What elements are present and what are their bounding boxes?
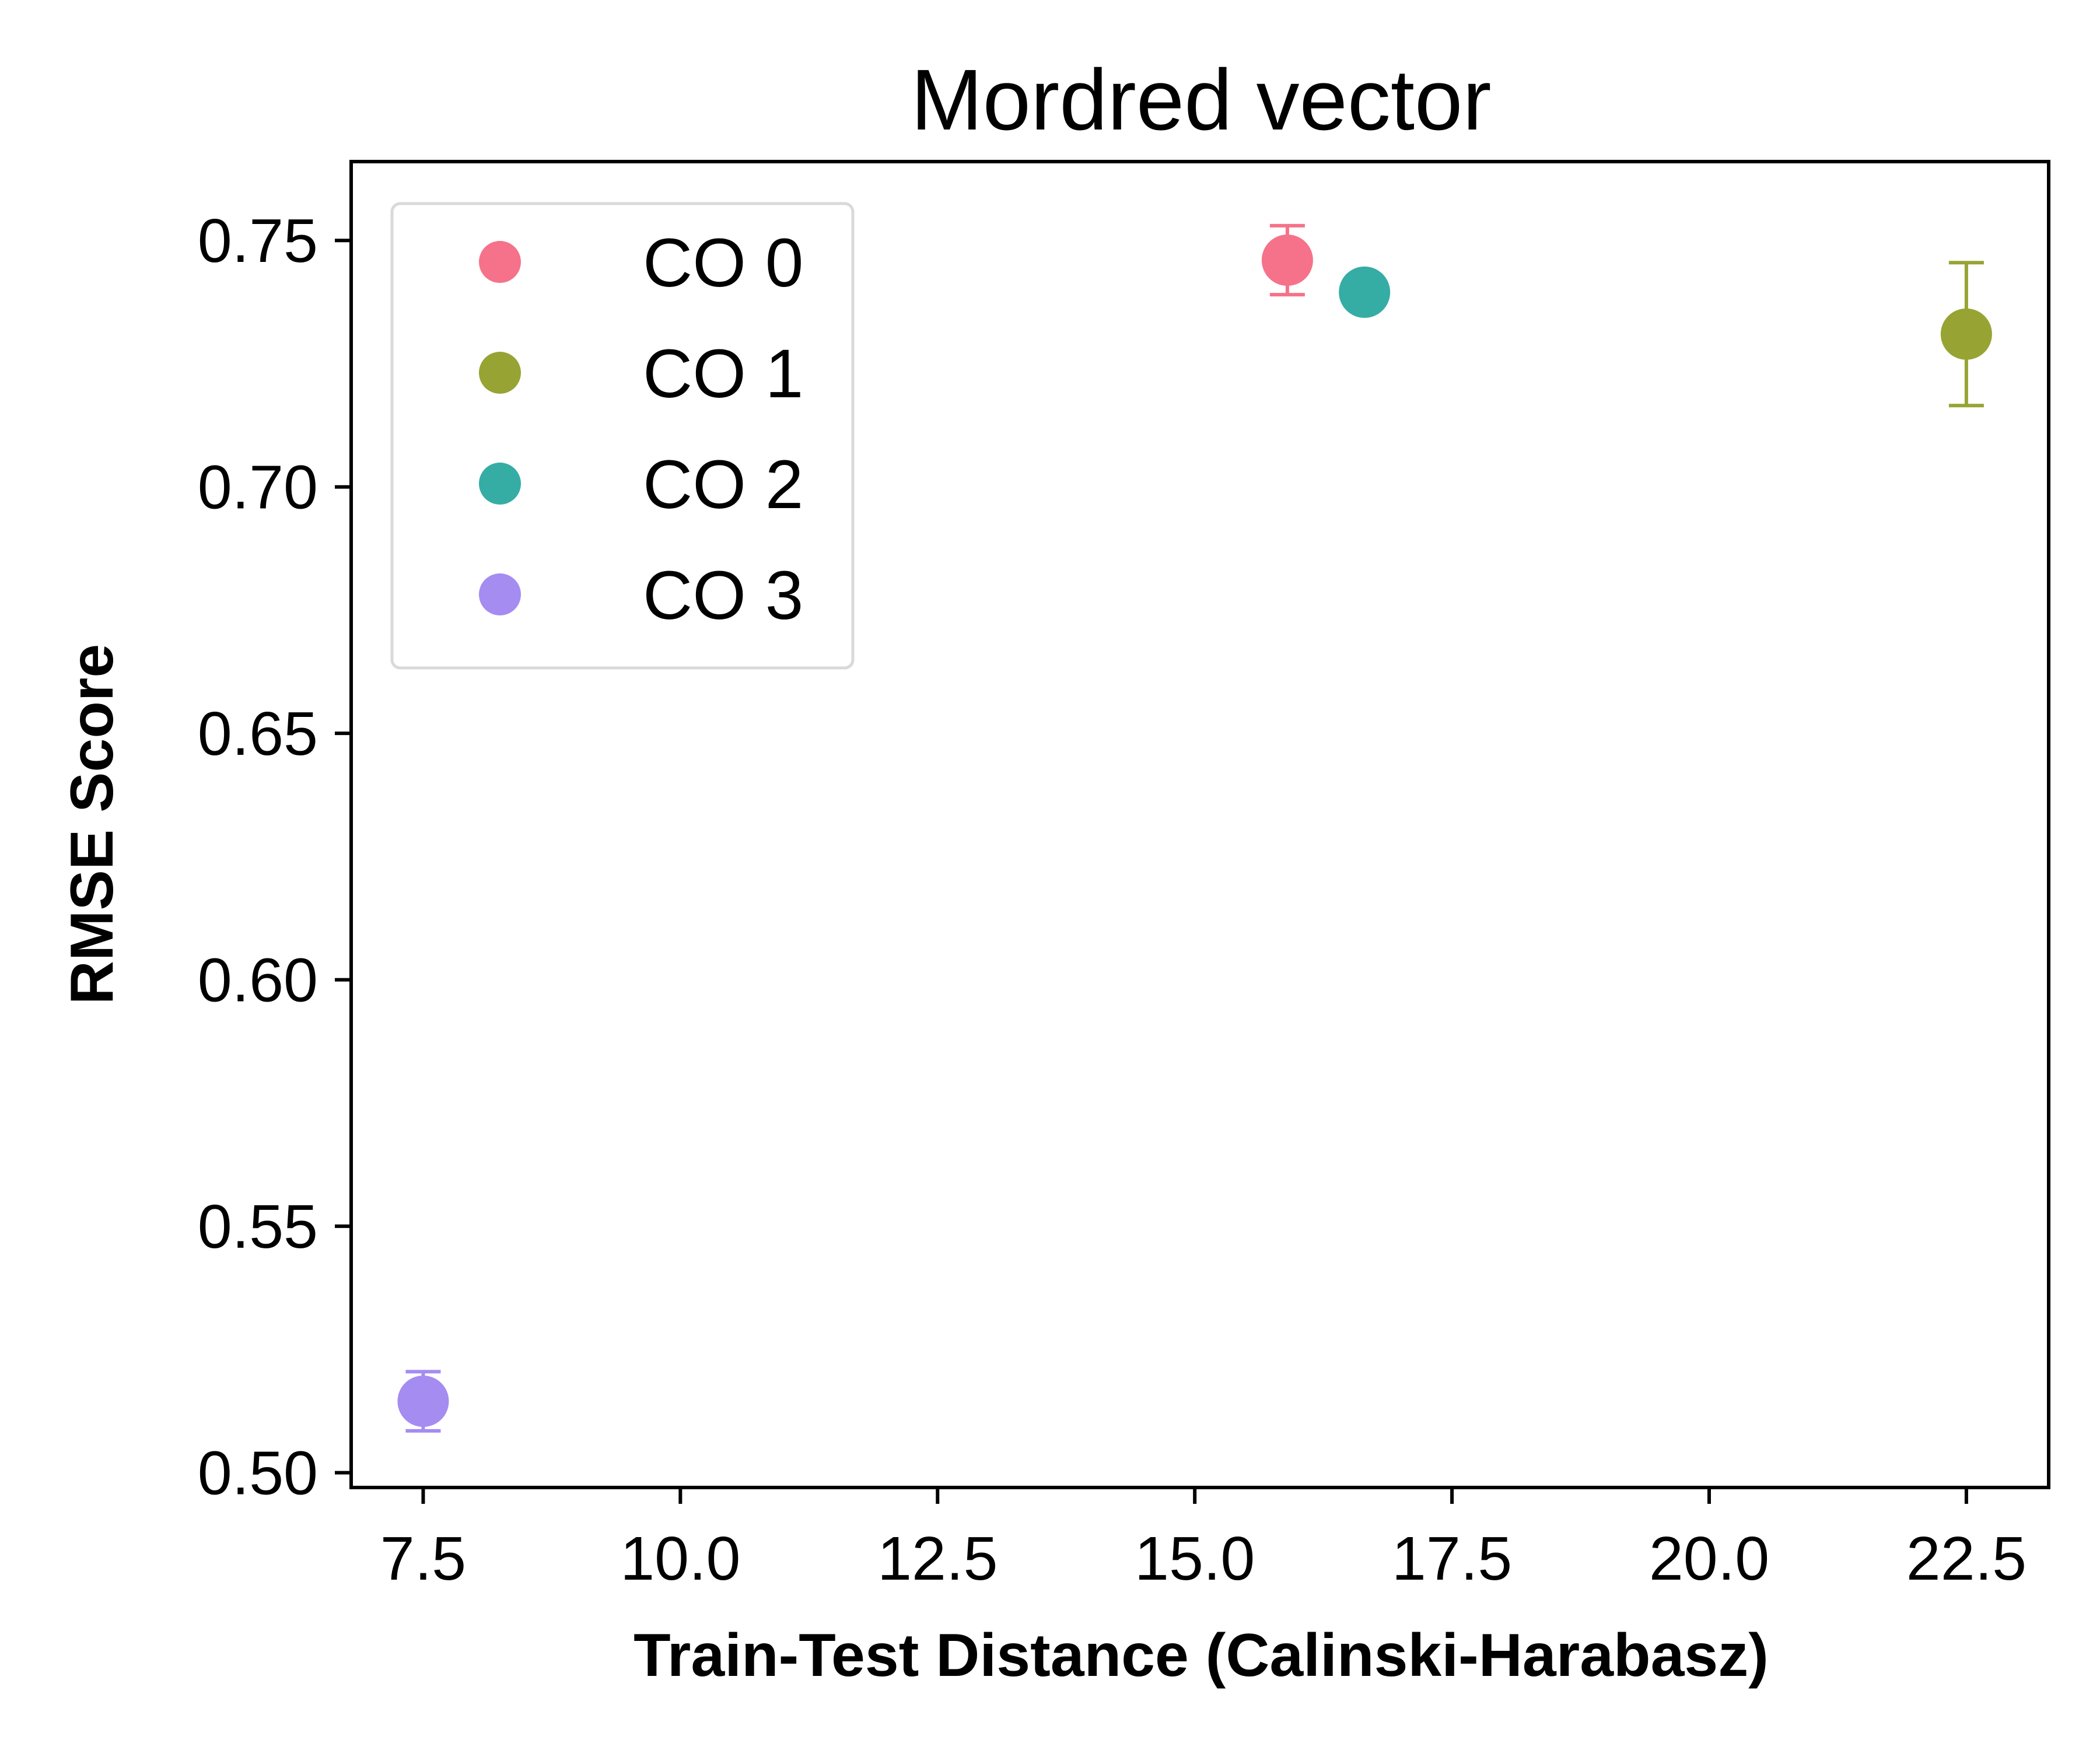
legend-label: CO 2 bbox=[643, 446, 803, 523]
legend-frame bbox=[390, 202, 855, 670]
legend-marker bbox=[479, 573, 521, 615]
data-point bbox=[1940, 261, 1992, 408]
marker bbox=[1261, 234, 1313, 286]
y-tick-label: 0.75 bbox=[198, 206, 318, 275]
legend-item: CO 2 bbox=[479, 446, 803, 523]
data-point bbox=[1261, 223, 1313, 297]
y-tick-label: 0.50 bbox=[198, 1439, 318, 1508]
legend-marker bbox=[479, 352, 521, 394]
y-tick-label: 0.60 bbox=[198, 946, 318, 1015]
x-tick-label: 10.0 bbox=[620, 1524, 740, 1593]
y-axis-ticks: 0.50 0.55 0.60 0.65 0.70 0.75 bbox=[198, 206, 351, 1508]
marker bbox=[1339, 266, 1391, 318]
x-axis-ticks: 7.5 10.0 12.5 15.0 17.5 20.0 22.5 bbox=[380, 1488, 2027, 1593]
chart-title: Mordred vector bbox=[911, 52, 1491, 148]
legend-marker bbox=[479, 241, 521, 283]
x-axis-label: Train-Test Distance (Calinski-Harabasz) bbox=[634, 1622, 1769, 1689]
x-tick-label: 15.0 bbox=[1135, 1524, 1255, 1593]
marker bbox=[397, 1376, 449, 1427]
y-tick-label: 0.65 bbox=[198, 699, 318, 768]
x-tick-label: 17.5 bbox=[1392, 1524, 1512, 1593]
y-tick-label: 0.70 bbox=[198, 453, 318, 522]
x-tick-label: 22.5 bbox=[1906, 1524, 2027, 1593]
legend-item: CO 3 bbox=[479, 557, 803, 634]
data-points bbox=[397, 223, 1992, 1433]
data-point bbox=[1339, 266, 1391, 318]
legend-label: CO 3 bbox=[643, 557, 803, 634]
y-tick-label: 0.55 bbox=[198, 1192, 318, 1261]
x-tick-label: 7.5 bbox=[380, 1524, 466, 1593]
y-axis-label: RMSE Score bbox=[58, 644, 126, 1005]
data-point bbox=[397, 1370, 449, 1433]
plot-area-frame bbox=[349, 160, 2050, 1489]
legend: CO 0 CO 1 CO 2 CO 3 bbox=[390, 202, 855, 670]
legend-label: CO 0 bbox=[643, 225, 803, 302]
x-tick-label: 12.5 bbox=[877, 1524, 998, 1593]
marker bbox=[1940, 308, 1992, 360]
x-tick-label: 20.0 bbox=[1649, 1524, 1769, 1593]
legend-item: CO 1 bbox=[479, 335, 803, 412]
legend-items: CO 0 CO 1 CO 2 CO 3 bbox=[479, 225, 803, 634]
legend-marker bbox=[479, 463, 521, 505]
legend-item: CO 0 bbox=[479, 225, 803, 302]
legend-label: CO 1 bbox=[643, 335, 803, 412]
